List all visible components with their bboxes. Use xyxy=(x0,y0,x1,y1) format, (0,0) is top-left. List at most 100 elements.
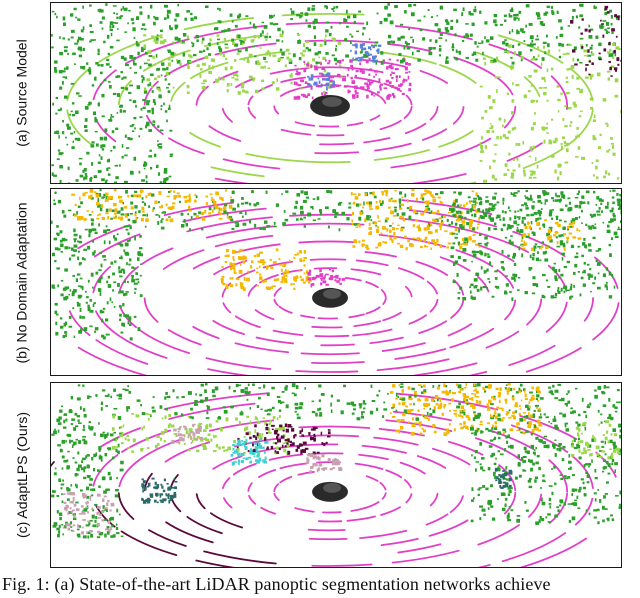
lidar-point xyxy=(63,67,66,70)
lidar-point xyxy=(565,76,568,79)
lidar-point xyxy=(519,408,522,410)
lidar-point xyxy=(599,499,602,503)
lidar-point xyxy=(566,238,569,243)
lidar-point xyxy=(491,517,496,521)
lidar-point xyxy=(163,39,167,43)
lidar-point xyxy=(480,251,484,255)
lidar-point xyxy=(531,394,535,397)
scan-ring xyxy=(503,105,517,129)
lidar-point xyxy=(507,512,510,516)
lidar-point xyxy=(178,438,183,442)
lidar-point xyxy=(253,254,257,257)
lidar-point xyxy=(488,207,493,211)
lidar-point xyxy=(353,223,357,226)
lidar-point xyxy=(321,453,325,458)
lidar-point xyxy=(73,233,78,237)
lidar-point xyxy=(554,389,559,393)
lidar-point xyxy=(564,144,567,147)
lidar-point xyxy=(527,197,531,201)
lidar-point xyxy=(311,7,315,11)
lidar-point xyxy=(536,164,539,169)
lidar-point xyxy=(142,214,147,217)
lidar-point xyxy=(79,406,82,410)
scan-ring xyxy=(548,492,568,524)
lidar-point xyxy=(395,397,398,400)
lidar-point xyxy=(534,112,536,115)
lidar-point xyxy=(616,389,620,392)
lidar-point xyxy=(477,488,481,491)
lidar-point xyxy=(240,452,245,457)
lidar-point xyxy=(71,146,75,150)
scan-ring xyxy=(523,76,541,97)
lidar-point xyxy=(116,394,120,397)
lidar-point xyxy=(543,413,546,416)
lidar-point xyxy=(527,407,531,411)
lidar-point xyxy=(82,429,86,431)
lidar-point xyxy=(261,280,265,283)
lidar-point xyxy=(389,20,394,25)
lidar-point xyxy=(234,43,239,47)
lidar-point xyxy=(161,62,165,66)
lidar-point xyxy=(476,45,479,48)
lidar-point xyxy=(95,271,99,275)
lidar-point xyxy=(384,189,388,193)
lidar-point xyxy=(77,250,80,253)
lidar-point xyxy=(620,59,621,62)
scan-ring xyxy=(439,64,477,84)
lidar-point xyxy=(304,191,308,196)
lidar-point xyxy=(235,417,238,421)
lidar-point xyxy=(496,56,499,60)
lidar-point xyxy=(611,462,614,466)
lidar-point xyxy=(461,216,464,219)
scan-ring xyxy=(498,464,517,492)
lidar-point xyxy=(166,195,170,198)
lidar-point xyxy=(254,446,259,450)
lidar-point xyxy=(425,245,429,248)
lidar-point xyxy=(106,167,109,172)
lidar-point xyxy=(201,228,204,231)
panel-label-ours: (c) AdaptLPS (Ours) xyxy=(0,380,44,570)
lidar-point xyxy=(486,268,489,272)
lidar-point xyxy=(291,442,295,446)
lidar-point xyxy=(165,71,169,76)
lidar-point xyxy=(320,282,323,286)
lidar-point xyxy=(106,196,111,200)
lidar-point xyxy=(404,10,407,14)
lidar-point xyxy=(416,237,421,241)
lidar-point xyxy=(596,210,601,213)
lidar-point xyxy=(386,95,391,98)
lidar-point xyxy=(404,40,407,44)
lidar-point xyxy=(557,224,561,227)
lidar-point xyxy=(546,245,550,247)
lidar-point xyxy=(281,444,284,448)
lidar-point xyxy=(143,425,146,429)
lidar-point xyxy=(518,17,520,21)
lidar-point xyxy=(560,273,564,277)
lidar-point xyxy=(233,439,236,444)
lidar-point xyxy=(224,261,228,264)
lidar-point xyxy=(350,401,355,406)
lidar-point xyxy=(255,417,258,421)
lidar-point xyxy=(287,424,292,428)
scan-ring xyxy=(496,76,514,96)
lidar-point xyxy=(502,202,505,205)
lidar-point xyxy=(345,9,348,14)
lidar-point xyxy=(223,29,227,32)
lidar-point xyxy=(558,268,561,273)
lidar-point xyxy=(92,111,97,116)
scan-ring xyxy=(350,268,382,276)
lidar-point xyxy=(319,273,324,278)
lidar-point xyxy=(261,87,265,91)
lidar-point xyxy=(199,68,203,71)
lidar-point xyxy=(122,303,125,307)
lidar-point xyxy=(143,62,148,65)
lidar-point xyxy=(508,409,511,412)
lidar-point xyxy=(93,250,96,254)
scan-ring xyxy=(314,151,360,155)
lidar-point xyxy=(570,120,573,124)
lidar-point xyxy=(286,442,289,445)
lidar-point xyxy=(243,440,247,444)
lidar-point xyxy=(338,466,342,471)
lidar-point xyxy=(319,208,322,213)
lidar-point xyxy=(129,323,132,327)
